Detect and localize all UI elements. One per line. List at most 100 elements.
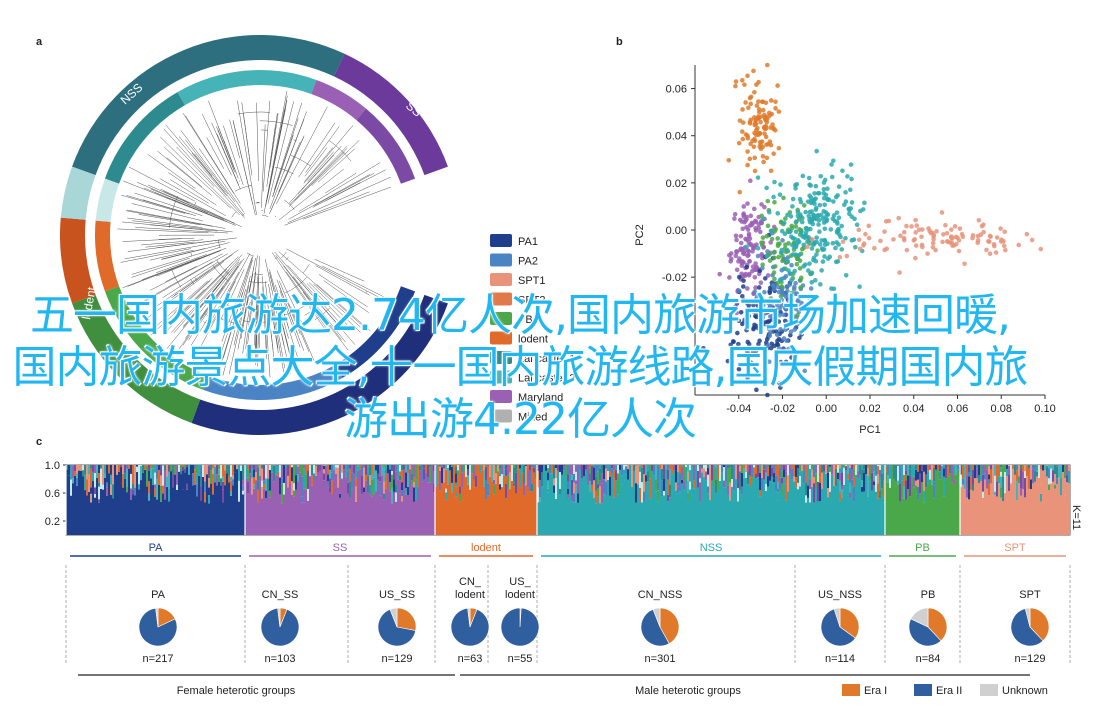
pca-point [741,204,747,209]
structure-bar [641,482,643,503]
pie-slice [1029,607,1050,642]
structure-bar [655,479,657,492]
structure-bar [703,477,705,535]
pca-point [756,114,761,119]
structure-bar [707,474,709,487]
structure-bar [519,468,521,488]
structure-bar [879,490,881,499]
pca-point [765,223,771,229]
tree-branch [149,249,194,261]
pca-point [791,351,796,357]
structure-bar [847,479,849,496]
tree-branch [292,276,346,343]
structure-bar [367,465,369,467]
structure-bar [383,499,385,535]
structure-bar [154,472,156,485]
structure-bar [415,465,417,480]
structure-bar [641,467,643,483]
structure-bar [775,491,777,535]
structure-bar [269,497,271,535]
structure-bar [801,470,803,535]
pca-point [789,277,794,283]
structure-bar [773,473,775,479]
pca-point [784,258,790,263]
pca-point [761,159,766,165]
structure-bar [763,479,765,535]
structure-bar [423,468,425,480]
structure-bar [359,465,361,470]
pca-point [786,241,791,246]
structure-bar [919,465,921,474]
structure-bar [471,473,473,535]
structure-bar [459,493,461,502]
structure-bar [915,480,917,486]
tree-branch [146,261,225,319]
structure-bar [767,465,769,468]
structure-bar [635,502,637,535]
structure-bar [577,502,579,535]
structure-bar [503,475,505,535]
structure-bar [679,465,681,474]
structure-bar [595,465,597,477]
structure-bar [935,469,937,535]
pca-xtick: 0.00 [816,403,837,415]
structure-bar [939,465,941,472]
structure-bar [727,468,729,486]
tree-branch [274,102,303,191]
structure-bar [90,502,92,535]
tree-branch [222,288,247,376]
structure-bar [617,473,619,495]
structure-bar [411,465,413,468]
structure-bar [90,493,92,503]
structure-bar [347,465,349,471]
pca-point [760,265,765,271]
structure-bar [232,474,234,480]
structure-bar [475,475,477,487]
structure-bar [779,477,781,490]
tree-branch [182,113,235,194]
structure-bar [230,480,232,492]
structure-bar [647,471,649,482]
tree-branch [323,280,369,313]
structure-bar [827,465,829,473]
structure-bar [437,465,439,483]
structure-bar [94,487,96,494]
pca-point [755,325,761,331]
structure-bar [693,465,695,481]
structure-bar [279,477,281,495]
structure-bar [625,466,627,474]
pca-point [778,182,783,187]
pie-slice [908,618,942,647]
structure-bar [964,465,966,480]
structure-bar [707,486,709,494]
pca-point [797,258,803,264]
structure-bar [795,487,797,535]
pca-point [804,244,810,250]
structure-bar [531,491,533,535]
structure-bar [411,485,413,535]
structure-bar [331,465,333,473]
structure-bar [186,489,188,535]
pca-point [831,199,836,204]
pca-point [759,213,764,219]
structure-bar [509,465,511,473]
structure-bar [517,469,519,535]
pca-point [987,251,993,256]
structure-bar [657,501,659,535]
structure-bar [567,497,569,535]
structure-bar [415,500,417,535]
structure-bar [605,465,607,469]
structure-bar [553,492,555,535]
era-legend: Era I Era II Unknown [842,684,1048,697]
group-header-NSS: NSS [700,542,723,554]
pca-point [738,240,744,246]
structure-bar [188,474,190,535]
tree-branch-arc [217,317,229,323]
structure-bar [116,465,118,475]
structure-bar [158,465,160,471]
structure-bar [116,474,118,535]
pca-point [764,253,770,259]
structure-bar [925,474,927,488]
structure-bar [92,471,94,482]
structure-bar [391,491,393,504]
